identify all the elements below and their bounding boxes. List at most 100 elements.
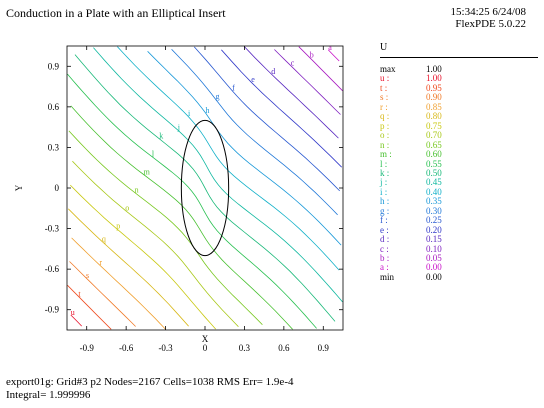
contour-line (244, 46, 339, 139)
legend-row: u : 1.00 (380, 73, 480, 83)
contour-label: p (116, 221, 120, 230)
y-axis-label: Y (14, 184, 24, 191)
x-tick-label: 0.3 (239, 343, 251, 353)
legend-key: o : (380, 130, 390, 141)
contour-label: a (328, 43, 332, 52)
legend-value: 0.05 (426, 253, 442, 263)
legend-value: 0.95 (426, 82, 442, 93)
contour-label: l (152, 150, 155, 159)
legend-value: 1.00 (426, 64, 442, 74)
x-axis-ticks: -0.9 -0.6 -0.3 0 0.3 0.6 0.9 (80, 46, 330, 353)
legend-row: s : 0.90 (380, 92, 480, 102)
contour-line (171, 49, 338, 216)
legend-value: 0.55 (426, 158, 442, 169)
legend-row: e : 0.20 (380, 225, 480, 235)
legend-value: 0.60 (426, 149, 442, 160)
legend-row: q : 0.80 (380, 111, 480, 121)
legend-key: d : (380, 234, 390, 245)
contour-line (68, 208, 189, 327)
contour-label: f (232, 84, 235, 93)
contour-label: k (159, 132, 163, 141)
legend-row: l : 0.55 (380, 159, 480, 169)
contour-line (70, 184, 216, 330)
y-tick-label: -0.9 (45, 305, 60, 315)
legend-value: 0.30 (426, 205, 442, 216)
legend-key: r : (380, 101, 388, 112)
legend-key: h : (380, 196, 390, 207)
legend-key: l : (380, 158, 388, 169)
legend-value: 0.20 (426, 224, 442, 235)
legend-key: j : (380, 177, 388, 188)
y-tick-label: -0.6 (45, 264, 60, 274)
x-tick-label: 0.9 (318, 343, 330, 353)
contour-label: i (188, 109, 191, 118)
contour-line (274, 49, 341, 115)
legend-value: 0.90 (426, 92, 442, 103)
y-tick-label: 0.3 (48, 142, 60, 152)
contour-line (117, 46, 340, 271)
integral-value: Integral= 1.999996 (6, 389, 91, 401)
legend-title: U (380, 42, 388, 53)
contour-label: q (102, 234, 106, 243)
legend-value: 0.45 (426, 177, 442, 188)
legend-value: 0.50 (426, 167, 442, 178)
legend-row: f : 0.25 (380, 215, 480, 225)
contour-label: t (78, 289, 81, 298)
contour-line (147, 51, 342, 246)
contour-line (221, 49, 342, 168)
legend-value: 0.35 (426, 196, 442, 207)
legend-row: j : 0.45 (380, 177, 480, 187)
legend-key: g : (380, 205, 390, 216)
legend-row: max 1.00 (380, 64, 480, 74)
contour-label: n (135, 185, 139, 194)
contour-line (69, 261, 136, 327)
legend-key: k : (380, 167, 390, 178)
legend-key: b : (380, 253, 390, 263)
legend-value: 0.80 (426, 111, 442, 122)
legend-key: a : (380, 262, 389, 273)
y-tick-label: -0.3 (45, 224, 60, 234)
legend-value: 0.70 (426, 130, 442, 141)
legend-row: h : 0.35 (380, 196, 480, 206)
legend-row: m : 0.60 (380, 149, 480, 159)
legend-value: 0.65 (426, 139, 442, 150)
legend-value: 0.75 (426, 120, 442, 131)
page-title: Conduction in a Plate with an Elliptical… (6, 6, 226, 20)
contour-label: u (71, 308, 75, 317)
legend-value: 0.40 (426, 186, 442, 197)
legend-key: u : (380, 73, 390, 84)
timestamp: 15:34:25 6/24/08 (450, 6, 526, 18)
legend-key: n : (380, 139, 390, 150)
legend-row: c : 0.10 (380, 244, 480, 254)
legend-row: min 0.00 (380, 272, 480, 282)
legend-key: e : (380, 224, 389, 235)
contour-label: d (271, 67, 275, 76)
legend-row: b : 0.05 (380, 253, 480, 263)
x-tick-label: 0 (203, 343, 208, 353)
contour-label: c (291, 59, 295, 68)
contour-line (70, 105, 293, 330)
legend-key: i : (380, 186, 388, 197)
legend-key: s : (380, 92, 389, 103)
legend-value: 0.25 (426, 215, 442, 226)
contour-line (328, 49, 340, 62)
contour-label: s (86, 271, 89, 280)
contour-line (68, 130, 263, 325)
contour-label: o (125, 203, 129, 212)
legend-key: max (380, 64, 396, 74)
contour-label: b (310, 51, 314, 60)
legend-key: c : (380, 243, 389, 254)
x-tick-label: 0.6 (278, 343, 290, 353)
legend-value: 0.85 (426, 101, 442, 112)
contour-line (93, 47, 343, 303)
y-tick-label: 0.6 (48, 102, 60, 112)
legend-row: p : 0.75 (380, 121, 480, 131)
contour-line (67, 73, 317, 329)
legend-value: 0.00 (426, 271, 442, 282)
legend-row: r : 0.85 (380, 102, 480, 112)
contour-label: j (177, 123, 180, 132)
legend-key: q : (380, 111, 390, 122)
legend-row: o : 0.70 (380, 130, 480, 140)
contour-line (71, 237, 166, 330)
